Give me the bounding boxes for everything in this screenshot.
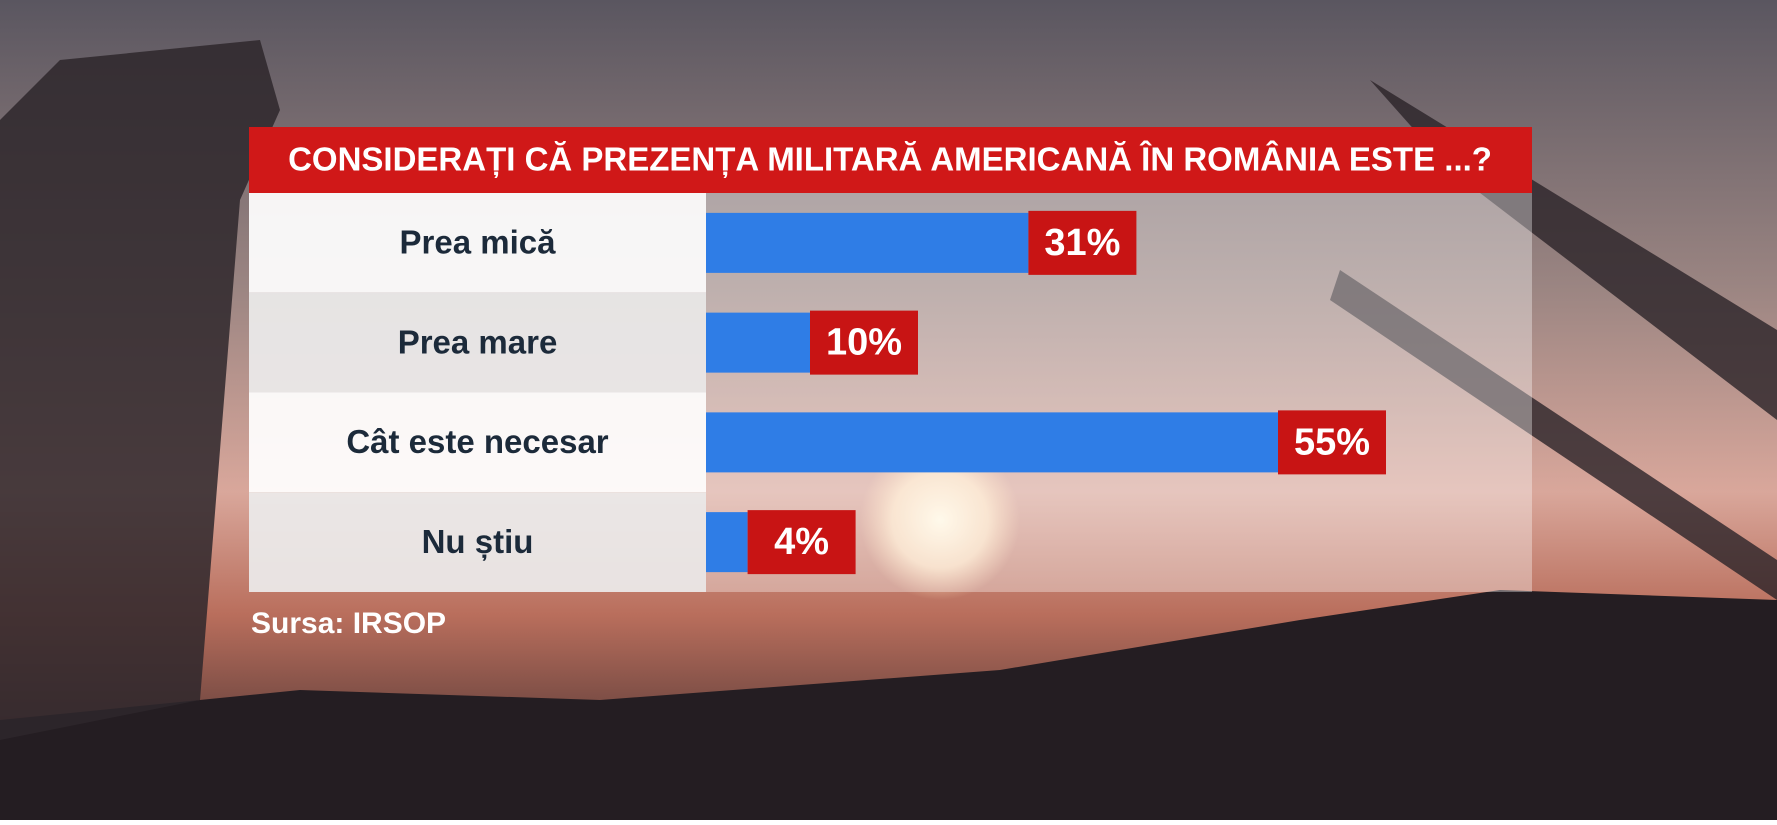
category-cell <box>249 292 706 393</box>
bar <box>706 312 810 373</box>
category-cell <box>249 193 706 293</box>
category-label: Prea mare <box>398 323 558 360</box>
value-label-box <box>810 310 918 375</box>
bar <box>706 412 1278 473</box>
value-label-box <box>747 510 856 575</box>
value-label: 10% <box>826 322 902 364</box>
vehicle-silhouette <box>0 40 280 740</box>
value-label: 4% <box>774 521 829 563</box>
bar <box>706 512 748 573</box>
category-cell <box>249 492 706 592</box>
value-label-box <box>1278 410 1386 475</box>
title-bar <box>249 127 1532 193</box>
value-label: 31% <box>1044 222 1120 264</box>
chart-title: CONSIDERAȚI CĂ PREZENȚA MILITARĂ AMERICA… <box>288 141 1492 178</box>
value-label-box <box>1028 210 1137 275</box>
category-label: Cât este necesar <box>346 423 608 460</box>
category-label: Nu știu <box>422 523 534 561</box>
source-note: Sursa: IRSOP <box>251 607 446 640</box>
sun <box>860 440 1020 600</box>
category-cell <box>249 392 706 493</box>
value-label: 55% <box>1294 421 1370 463</box>
hill-silhouette <box>0 590 1777 820</box>
category-label: Prea mică <box>400 224 557 261</box>
missile-silhouette <box>1330 80 1777 600</box>
bar <box>706 212 1029 273</box>
